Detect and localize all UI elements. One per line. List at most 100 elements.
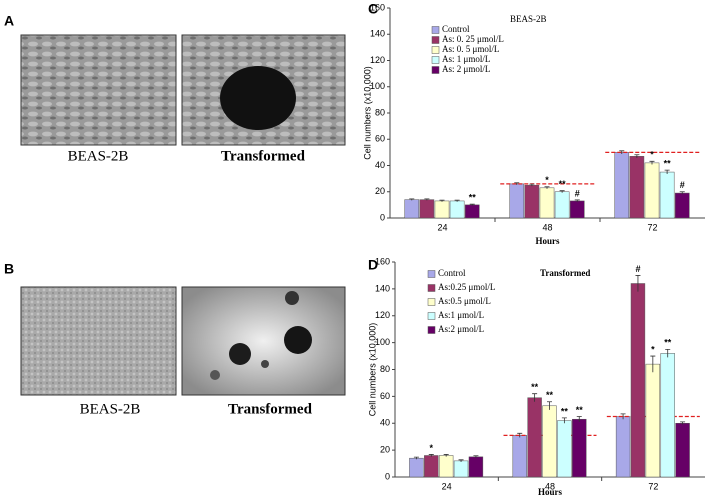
colony bbox=[210, 370, 220, 380]
bar bbox=[645, 363, 661, 478]
error-bar bbox=[514, 182, 520, 185]
bar bbox=[409, 457, 424, 478]
error-bar bbox=[664, 169, 670, 175]
x-axis-label: Hours bbox=[535, 236, 560, 246]
y-tick-label: 160 bbox=[375, 256, 390, 266]
legend-swatch bbox=[431, 26, 440, 34]
y-tick-label: 140 bbox=[370, 29, 385, 39]
image-caption: Transformed bbox=[228, 401, 313, 417]
significance-mark: ** bbox=[561, 406, 569, 416]
legend-label: As:0.5 μmol/L bbox=[438, 296, 491, 306]
error-bar bbox=[680, 421, 686, 425]
error-bar bbox=[454, 199, 460, 202]
bar bbox=[644, 162, 660, 219]
y-tick-label: 60 bbox=[380, 391, 390, 401]
bar bbox=[512, 435, 527, 478]
x-tick-label: 72 bbox=[648, 481, 658, 491]
colony bbox=[261, 360, 269, 368]
legend-label: As:2 μmol/L bbox=[438, 324, 484, 334]
x-tick-label: 48 bbox=[545, 481, 555, 491]
bar bbox=[434, 200, 450, 219]
x-axis-label: Hours bbox=[538, 487, 563, 497]
y-tick-label: 80 bbox=[380, 364, 390, 374]
colony bbox=[229, 343, 251, 365]
bar bbox=[468, 456, 484, 478]
legend-swatch bbox=[427, 270, 436, 278]
legend-swatch bbox=[431, 46, 440, 54]
panel-label: D bbox=[368, 257, 378, 273]
error-bar bbox=[529, 183, 535, 187]
bar bbox=[569, 200, 585, 219]
significance-mark: * bbox=[430, 443, 434, 453]
chart-title: Transformed bbox=[540, 268, 590, 278]
y-tick-label: 40 bbox=[375, 160, 385, 170]
error-bar bbox=[650, 355, 656, 373]
legend-label: As:1 μmol/L bbox=[438, 310, 484, 320]
y-axis-label: Cell numbers (x10,000) bbox=[367, 323, 377, 417]
significance-mark: ** bbox=[664, 338, 672, 348]
significance-mark: * bbox=[650, 150, 654, 160]
legend-swatch bbox=[427, 284, 436, 292]
legend-swatch bbox=[427, 312, 436, 320]
y-axis-label: Cell numbers (x10,000) bbox=[362, 66, 372, 160]
bar bbox=[675, 423, 690, 478]
legend-label: As: 2 μmol/L bbox=[442, 64, 490, 74]
image-caption: BEAS-2B bbox=[80, 401, 141, 417]
error-bar bbox=[635, 275, 641, 292]
y-tick-label: 0 bbox=[385, 471, 390, 481]
error-bar bbox=[439, 199, 445, 202]
error-bar bbox=[561, 417, 567, 424]
bar bbox=[424, 455, 439, 478]
bar bbox=[554, 191, 570, 219]
error-bar bbox=[469, 203, 475, 206]
error-bar bbox=[576, 416, 582, 422]
bar bbox=[527, 397, 542, 478]
bar bbox=[572, 418, 587, 478]
error-bar bbox=[634, 154, 640, 158]
bar bbox=[615, 416, 631, 478]
error-bar bbox=[620, 413, 626, 420]
y-tick-label: 40 bbox=[380, 418, 390, 428]
error-bar bbox=[458, 459, 464, 462]
bar bbox=[629, 156, 645, 219]
bar bbox=[404, 199, 420, 219]
bar bbox=[449, 200, 465, 219]
error-bar bbox=[559, 190, 565, 193]
significance-mark: # bbox=[575, 188, 580, 198]
error-bar bbox=[517, 432, 523, 438]
bar bbox=[674, 192, 690, 219]
bar bbox=[539, 187, 555, 219]
significance-mark: * bbox=[651, 344, 655, 354]
error-bar bbox=[409, 198, 415, 201]
error-bar bbox=[649, 160, 655, 165]
y-tick-label: 120 bbox=[370, 55, 385, 65]
y-tick-label: 0 bbox=[380, 212, 385, 222]
significance-mark: ** bbox=[546, 390, 554, 400]
significance-mark: * bbox=[545, 175, 549, 185]
bar bbox=[557, 420, 572, 478]
legend-swatch bbox=[431, 36, 440, 44]
legend-swatch bbox=[431, 56, 440, 64]
significance-mark: ** bbox=[469, 192, 477, 202]
x-tick-label: 72 bbox=[647, 222, 657, 232]
legend-swatch bbox=[431, 66, 440, 74]
significance-mark: # bbox=[680, 180, 685, 190]
legend-label: As:0.25 μmol/L bbox=[438, 282, 495, 292]
legend-label: Control bbox=[438, 268, 466, 278]
significance-mark: # bbox=[635, 264, 640, 274]
y-tick-label: 140 bbox=[375, 283, 390, 293]
panel-label: A bbox=[4, 13, 14, 29]
panel-label: C bbox=[368, 1, 378, 17]
legend-swatch bbox=[427, 326, 436, 334]
error-bar bbox=[619, 150, 625, 154]
colony bbox=[284, 326, 312, 354]
legend-label: As: 0. 25 μmol/L bbox=[442, 34, 504, 44]
y-tick-label: 100 bbox=[370, 81, 385, 91]
image-caption: Transformed bbox=[221, 148, 306, 164]
error-bar bbox=[428, 454, 434, 457]
error-bar bbox=[665, 348, 671, 358]
micrograph bbox=[181, 286, 346, 396]
legend-label: Control bbox=[442, 24, 470, 34]
